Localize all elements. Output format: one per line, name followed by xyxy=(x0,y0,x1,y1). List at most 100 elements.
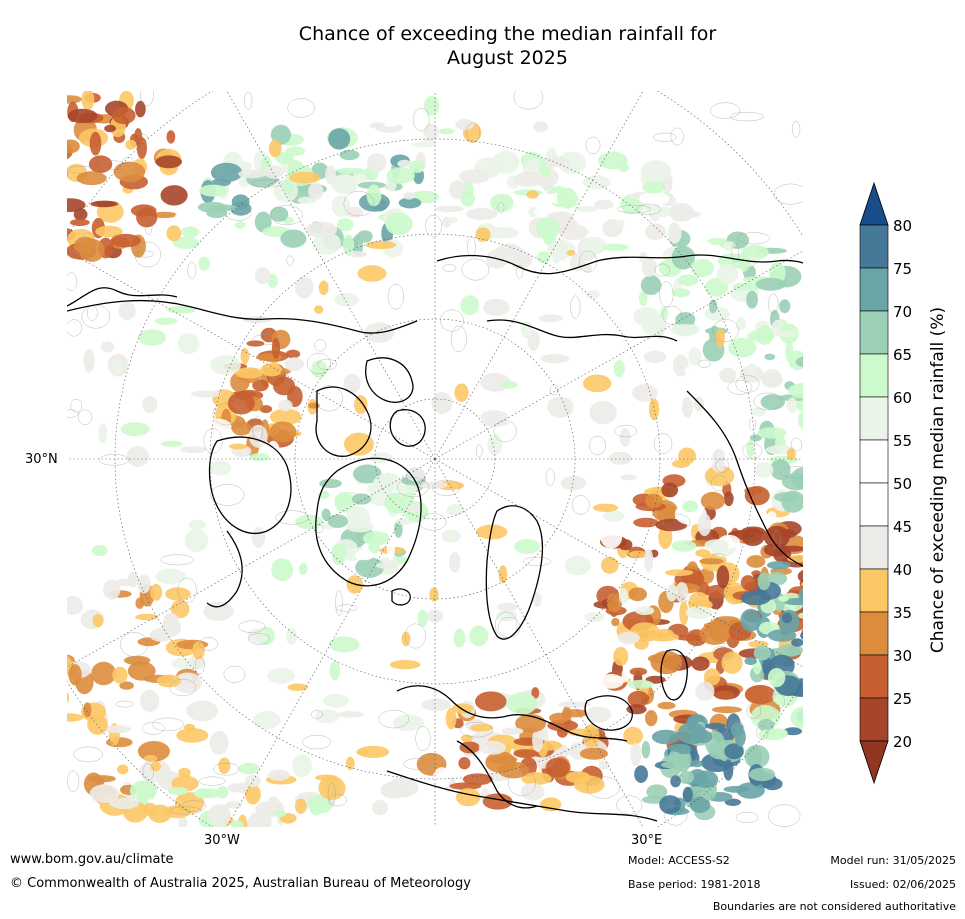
anomaly-cell xyxy=(67,713,84,722)
anomaly-cell xyxy=(667,743,691,753)
anomaly-cell xyxy=(109,797,140,810)
contour-ring xyxy=(244,91,253,110)
anomaly-cell xyxy=(112,666,128,684)
contour-ring xyxy=(248,633,271,645)
anomaly-cell xyxy=(67,108,98,124)
anomaly-cell xyxy=(644,223,666,240)
anomaly-cell xyxy=(167,787,189,795)
anomaly-cell xyxy=(435,205,464,213)
anomaly-cell xyxy=(786,397,798,414)
colorbar: 80 75 70 65 60 55 50 45 40 35 30 25 20 Chance of exc… xyxy=(859,181,948,785)
colorbar-bins xyxy=(859,181,889,785)
anomaly-cell xyxy=(749,434,762,442)
contour-ring xyxy=(403,758,435,770)
anomaly-cell xyxy=(352,464,382,484)
anomaly-cell xyxy=(178,815,188,827)
contour-ring xyxy=(773,530,781,550)
anomaly-cell xyxy=(730,721,744,738)
contour-ring xyxy=(335,604,358,612)
contour-ring xyxy=(653,132,677,142)
anomaly-cell xyxy=(746,555,766,568)
anomaly-cell xyxy=(506,692,537,715)
anomaly-cell xyxy=(664,569,694,576)
coastlines xyxy=(67,254,803,822)
anomaly-cell xyxy=(143,802,157,817)
anomaly-cell xyxy=(611,617,620,627)
anomaly-cell xyxy=(623,726,643,746)
anomaly-cell xyxy=(723,759,734,781)
anomaly-cell xyxy=(658,525,673,550)
anomaly-cell xyxy=(423,123,439,141)
anomaly-cell xyxy=(67,169,68,178)
anomaly-cell xyxy=(179,446,207,453)
anomaly-cell xyxy=(593,503,619,512)
contour-ring xyxy=(213,762,240,776)
anomaly-cell xyxy=(357,745,390,759)
anomaly-cell xyxy=(445,707,457,730)
anomaly-cell xyxy=(137,329,166,346)
anomaly-cell xyxy=(740,575,756,591)
anomaly-cell xyxy=(417,609,428,627)
anomaly-cell xyxy=(715,327,725,348)
anomaly-cell xyxy=(670,775,681,788)
contour-ring xyxy=(425,214,443,237)
anomaly-cell xyxy=(532,728,544,752)
anomaly-cell xyxy=(480,372,511,392)
anomaly-cell xyxy=(251,527,266,548)
footer-website[interactable]: www.bom.gov.au/climate xyxy=(10,852,174,867)
anomaly-cell xyxy=(786,448,796,460)
anomaly-cell xyxy=(208,804,231,827)
anomaly-cell xyxy=(638,290,648,307)
anomaly-cell xyxy=(205,418,232,435)
anomaly-cell xyxy=(634,765,648,783)
anomaly-cell xyxy=(224,801,243,809)
footer-issued: Issued: 02/06/2025 xyxy=(849,878,956,891)
anomaly-cell xyxy=(478,740,507,755)
colorbar-tick-label: 45 xyxy=(893,518,912,536)
anomaly-cell xyxy=(160,185,188,206)
anomaly-cell xyxy=(95,225,123,238)
anomaly-cell xyxy=(295,276,314,299)
anomaly-cell xyxy=(462,773,493,786)
anomaly-cell xyxy=(618,539,633,551)
contour-ring xyxy=(570,295,581,319)
contour-ring xyxy=(80,232,96,257)
anomaly-cell xyxy=(135,100,146,118)
contour-ring xyxy=(699,729,715,741)
contour-ring xyxy=(523,556,551,566)
anomaly-cell xyxy=(670,324,700,336)
anomaly-cell xyxy=(744,685,776,705)
anomaly-cell xyxy=(618,163,630,172)
anomaly-cell xyxy=(700,491,726,510)
anomaly-cell xyxy=(790,706,803,729)
footer-model: Model: ACCESS-S2 xyxy=(628,854,730,867)
anomaly-cell xyxy=(249,453,271,462)
contour-ring xyxy=(637,203,661,215)
anomaly-cell xyxy=(263,165,285,179)
anomaly-cell xyxy=(598,760,610,770)
anomaly-cell xyxy=(154,317,178,325)
anomaly-cell xyxy=(292,754,312,778)
anomaly-cell xyxy=(635,606,655,616)
anomaly-cell xyxy=(531,687,540,699)
anomaly-cell xyxy=(475,227,491,242)
anomaly-cell xyxy=(140,689,160,713)
contour-ring xyxy=(314,339,327,352)
anomaly-cell xyxy=(328,636,360,653)
anomaly-cell xyxy=(545,757,570,778)
contour-ring xyxy=(177,577,197,603)
anomaly-cell xyxy=(289,171,321,184)
anomaly-cell xyxy=(690,760,703,768)
anomaly-cell xyxy=(136,137,147,160)
anomaly-cell xyxy=(704,307,731,321)
anomaly-cell xyxy=(600,525,623,549)
anomaly-cell xyxy=(355,550,374,561)
anomaly-cell xyxy=(777,331,798,338)
anomaly-cell xyxy=(678,211,701,218)
contour-ring xyxy=(136,250,154,258)
anomaly-cell xyxy=(240,347,250,365)
contour-ring xyxy=(169,678,197,697)
anomaly-cell xyxy=(671,245,695,270)
anomaly-cell xyxy=(645,493,663,509)
anomaly-shading xyxy=(67,91,803,827)
